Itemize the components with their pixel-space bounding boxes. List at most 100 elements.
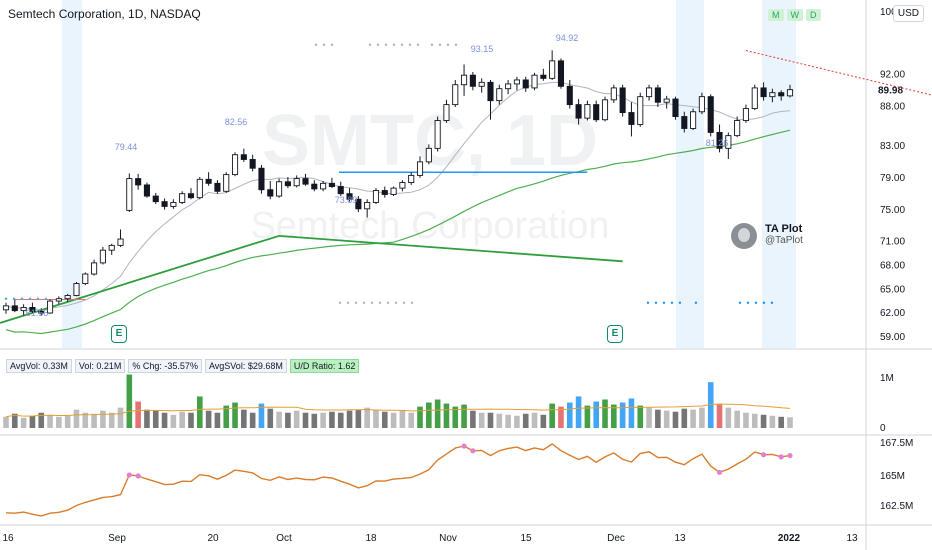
candle [170,199,177,209]
candle [29,302,36,314]
earnings-icon[interactable]: E [111,325,127,343]
watermark-ticker: SMTC, 1D [262,101,598,181]
candle [619,84,626,117]
x-tick-label: 18 [365,533,377,544]
volume-bar [531,412,538,428]
candle-body [425,147,432,163]
volume-bar [152,410,159,428]
volume-bar [223,405,230,428]
candle-body [522,79,529,89]
volume-bar [38,412,45,428]
price-annotation: 81.26 [706,138,729,148]
x-tick-label: 16 [2,533,14,544]
candle [769,88,776,103]
last-price-label: 89.98 [878,86,903,97]
candle [575,99,582,125]
candle [751,84,758,111]
volume-bar [593,401,600,428]
avatar[interactable] [731,223,757,249]
candle-body [99,249,106,264]
candle-body [469,74,476,87]
timeframe-daily[interactable]: D [806,9,821,21]
ma-fast-line [5,81,791,311]
candle [707,94,714,137]
candle [91,259,98,276]
candle [637,92,644,127]
volume-bar [663,410,670,428]
volume-bar [364,407,370,428]
candle [249,154,256,172]
candle [346,188,353,202]
candle-body [734,120,741,137]
candle-body [91,262,98,275]
volume-bar [690,409,696,428]
candle [505,79,512,95]
volume-bar [655,409,661,428]
volume-bar [707,382,714,428]
candle-body [143,184,150,197]
volume-bar [91,413,97,428]
timeframe-switcher[interactable]: M W D [768,9,821,21]
candle-body [654,87,661,103]
signal-dot-blue: • [36,294,39,304]
candle-body [73,283,80,296]
candle-body [223,174,230,192]
candle-body [646,87,653,98]
highlight-band [676,0,704,348]
author-card[interactable]: TA Plot @TaPlot [731,223,803,249]
volume-bar [3,416,9,428]
volume-bar [311,413,318,428]
earnings-icon[interactable]: E [607,325,623,343]
candle [55,296,62,305]
candle-body [760,87,767,98]
x-tick-label: Nov [439,533,457,544]
candle-body [443,104,450,121]
candle-body [29,306,36,312]
volume-bar [522,413,529,428]
volume-bar [249,412,256,428]
candle [778,90,785,101]
signal-dot-blue: • [654,298,657,308]
candle-body [408,174,415,184]
candle [654,84,661,107]
candle [566,79,573,109]
volume-bar [73,409,80,428]
candle-body [416,161,424,176]
signal-dot-blue: • [678,298,681,308]
volume-bar [681,408,688,428]
candle [549,50,556,80]
signal-dot-blue: • [770,298,773,308]
volume-bar [126,374,133,428]
volume-bar [426,402,432,428]
drawn-trend-line [0,234,623,324]
volume-bar [56,416,62,428]
candle [690,108,697,131]
timeframe-weekly[interactable]: W [786,9,803,21]
volume-bar [628,398,635,428]
volume-bar [399,410,406,428]
candle-body [82,273,89,285]
volume-bar [619,402,626,428]
avg-vol: AvgVol: 0.33M [6,359,72,373]
candle [601,96,609,122]
signal-dot-gray: • [368,40,371,50]
candle-body [117,238,124,246]
y-tick-label: 75.00 [880,205,905,216]
signal-dot-gray: • [408,40,411,50]
volume-bar [241,409,247,428]
candle [240,148,247,162]
volume-bar [29,415,36,428]
timeframe-monthly[interactable]: M [768,9,784,21]
rs-new-high-dot [760,452,767,458]
volume-bar [117,407,124,428]
candle [143,182,150,198]
currency-badge[interactable]: USD [892,5,924,22]
candle [786,84,794,98]
candle-body [381,190,388,195]
candle-body [135,178,142,186]
volume-bar [549,403,555,428]
candle-body [619,87,626,114]
candle [355,196,362,212]
candle [461,64,468,96]
